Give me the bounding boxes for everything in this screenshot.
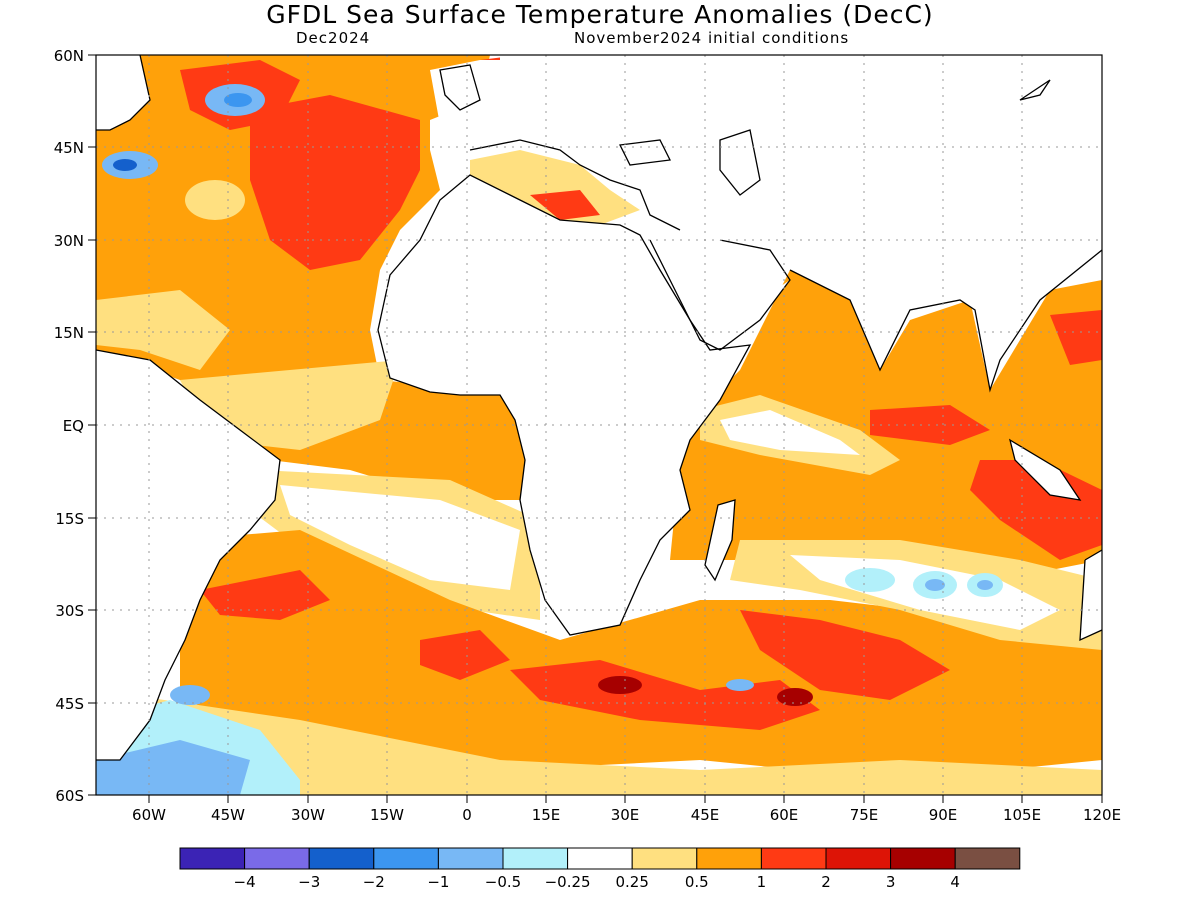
colorbar-swatch xyxy=(179,847,246,870)
lat-ticks xyxy=(88,54,96,796)
anomaly-subtropic-pale xyxy=(96,290,230,370)
land-asia xyxy=(430,60,1102,390)
lat-label: 15S xyxy=(55,510,84,528)
map-grid xyxy=(96,55,1102,795)
colorbar-swatch xyxy=(825,847,892,870)
colorbar-label: −4 xyxy=(234,873,256,891)
lon-label: 15W xyxy=(370,806,404,824)
colorbar-swatch xyxy=(890,847,956,870)
land-australia xyxy=(1080,550,1102,640)
valid-month: Dec2024 xyxy=(296,29,371,47)
chart-title: GFDL Sea Surface Temperature Anomalies (… xyxy=(266,0,934,29)
anomaly-labrador-cold-core xyxy=(224,93,252,107)
lon-label: 120E xyxy=(1083,806,1121,824)
land-south-america xyxy=(96,350,280,760)
anomaly-sw-cold-core xyxy=(170,685,210,705)
lon-label: 60W xyxy=(132,806,166,824)
anomaly-far-south-cold-2 xyxy=(96,740,250,795)
anomaly-south-io-cold-3-core xyxy=(977,580,993,590)
colorbar-label: 2 xyxy=(821,873,831,891)
lat-label: EQ xyxy=(63,417,84,435)
lat-label: 45N xyxy=(54,139,84,157)
colorbar-swatch xyxy=(373,847,439,870)
lon-label: 60E xyxy=(770,806,799,824)
lat-label: 60S xyxy=(55,787,84,805)
colorbar-swatch xyxy=(502,847,569,870)
colorbar-label: 4 xyxy=(950,873,960,891)
colorbar-swatch xyxy=(308,847,375,870)
colorbar-swatch xyxy=(567,847,633,870)
colorbar-label: −2 xyxy=(363,873,385,891)
colorbar-label: 0.5 xyxy=(685,873,709,891)
lat-label: 45S xyxy=(55,695,84,713)
lon-label: 30E xyxy=(611,806,640,824)
anomaly-agulhas-strong xyxy=(510,660,820,730)
anomaly-north-atlantic-strong xyxy=(250,95,420,270)
anomaly-field xyxy=(96,55,1102,795)
lat-label: 30S xyxy=(55,602,84,620)
anomaly-agulhas-core xyxy=(598,676,642,694)
anomaly-kerguelen-core xyxy=(777,688,813,706)
lat-label: 15N xyxy=(54,324,84,342)
colorbar-swatch xyxy=(437,847,504,870)
anomaly-sio-strong xyxy=(740,610,950,700)
colorbar-label: −1 xyxy=(427,873,449,891)
anomaly-gulfstream-cold-core xyxy=(113,159,137,171)
anomaly-kerguelen-cold xyxy=(726,679,754,691)
lon-label: 45E xyxy=(691,806,720,824)
colorbar-label: −0.25 xyxy=(545,873,591,891)
anomaly-scs-strong xyxy=(1050,310,1102,365)
colorbar-label: 0.25 xyxy=(615,873,648,891)
colorbar-label: −0.5 xyxy=(485,873,521,891)
colorbar-labels: −4 −3 −2 −1 −0.5 −0.25 0.25 0.5 1 2 3 4 xyxy=(234,873,960,891)
land-europe-north xyxy=(500,55,720,60)
land-sumatra xyxy=(1010,440,1080,500)
colorbar-swatch xyxy=(631,847,698,870)
colorbar xyxy=(179,847,1021,870)
anomaly-io-equatorial-strong xyxy=(870,405,990,445)
lon-labels: 60W 45W 30W 15W 0 15E 30E 45E 60E 75E 90… xyxy=(132,806,1121,824)
lon-label: 0 xyxy=(462,806,472,824)
colorbar-swatch xyxy=(760,847,827,870)
colorbar-label: −3 xyxy=(298,873,320,891)
colorbar-swatch xyxy=(696,847,762,870)
lon-label: 75E xyxy=(850,806,879,824)
colorbar-label: 3 xyxy=(886,873,896,891)
lon-label: 45W xyxy=(211,806,245,824)
land-madagascar xyxy=(705,500,735,580)
anomaly-south-io-cold-1 xyxy=(845,568,895,592)
anomaly-south-atlantic-neutral xyxy=(280,485,520,590)
anomaly-south-io-cold-2-core xyxy=(925,579,945,591)
anomaly-mediterranean xyxy=(470,150,640,225)
anomaly-southern-band xyxy=(180,530,1102,780)
init-conditions: November2024 initial conditions xyxy=(574,29,850,47)
land-arabia xyxy=(650,240,790,350)
lat-label: 60N xyxy=(54,47,84,65)
anomaly-sw-strong xyxy=(200,570,330,620)
land-africa xyxy=(378,175,750,635)
anomaly-sa-strong xyxy=(420,630,510,680)
lon-ticks xyxy=(148,795,1103,803)
anomaly-far-south-pale xyxy=(96,690,1102,795)
coastlines xyxy=(96,55,1102,761)
colorbar-swatch xyxy=(244,847,310,870)
land-north-america xyxy=(96,55,150,130)
anomaly-med-strong xyxy=(530,190,600,220)
lon-label: 105E xyxy=(1003,806,1041,824)
lat-labels: 60N 45N 30N 15N EQ 15S 30S 45S 60S xyxy=(54,47,84,805)
anomaly-ne-atlantic-pale xyxy=(185,180,245,220)
lat-label: 30N xyxy=(54,232,84,250)
colorbar-label: 1 xyxy=(757,873,767,891)
land-uk xyxy=(440,65,480,110)
lon-label: 90E xyxy=(929,806,958,824)
anomaly-io-neutral xyxy=(720,410,860,455)
lon-label: 15E xyxy=(532,806,561,824)
colorbar-swatch xyxy=(954,847,1021,870)
lon-label: 30W xyxy=(291,806,325,824)
